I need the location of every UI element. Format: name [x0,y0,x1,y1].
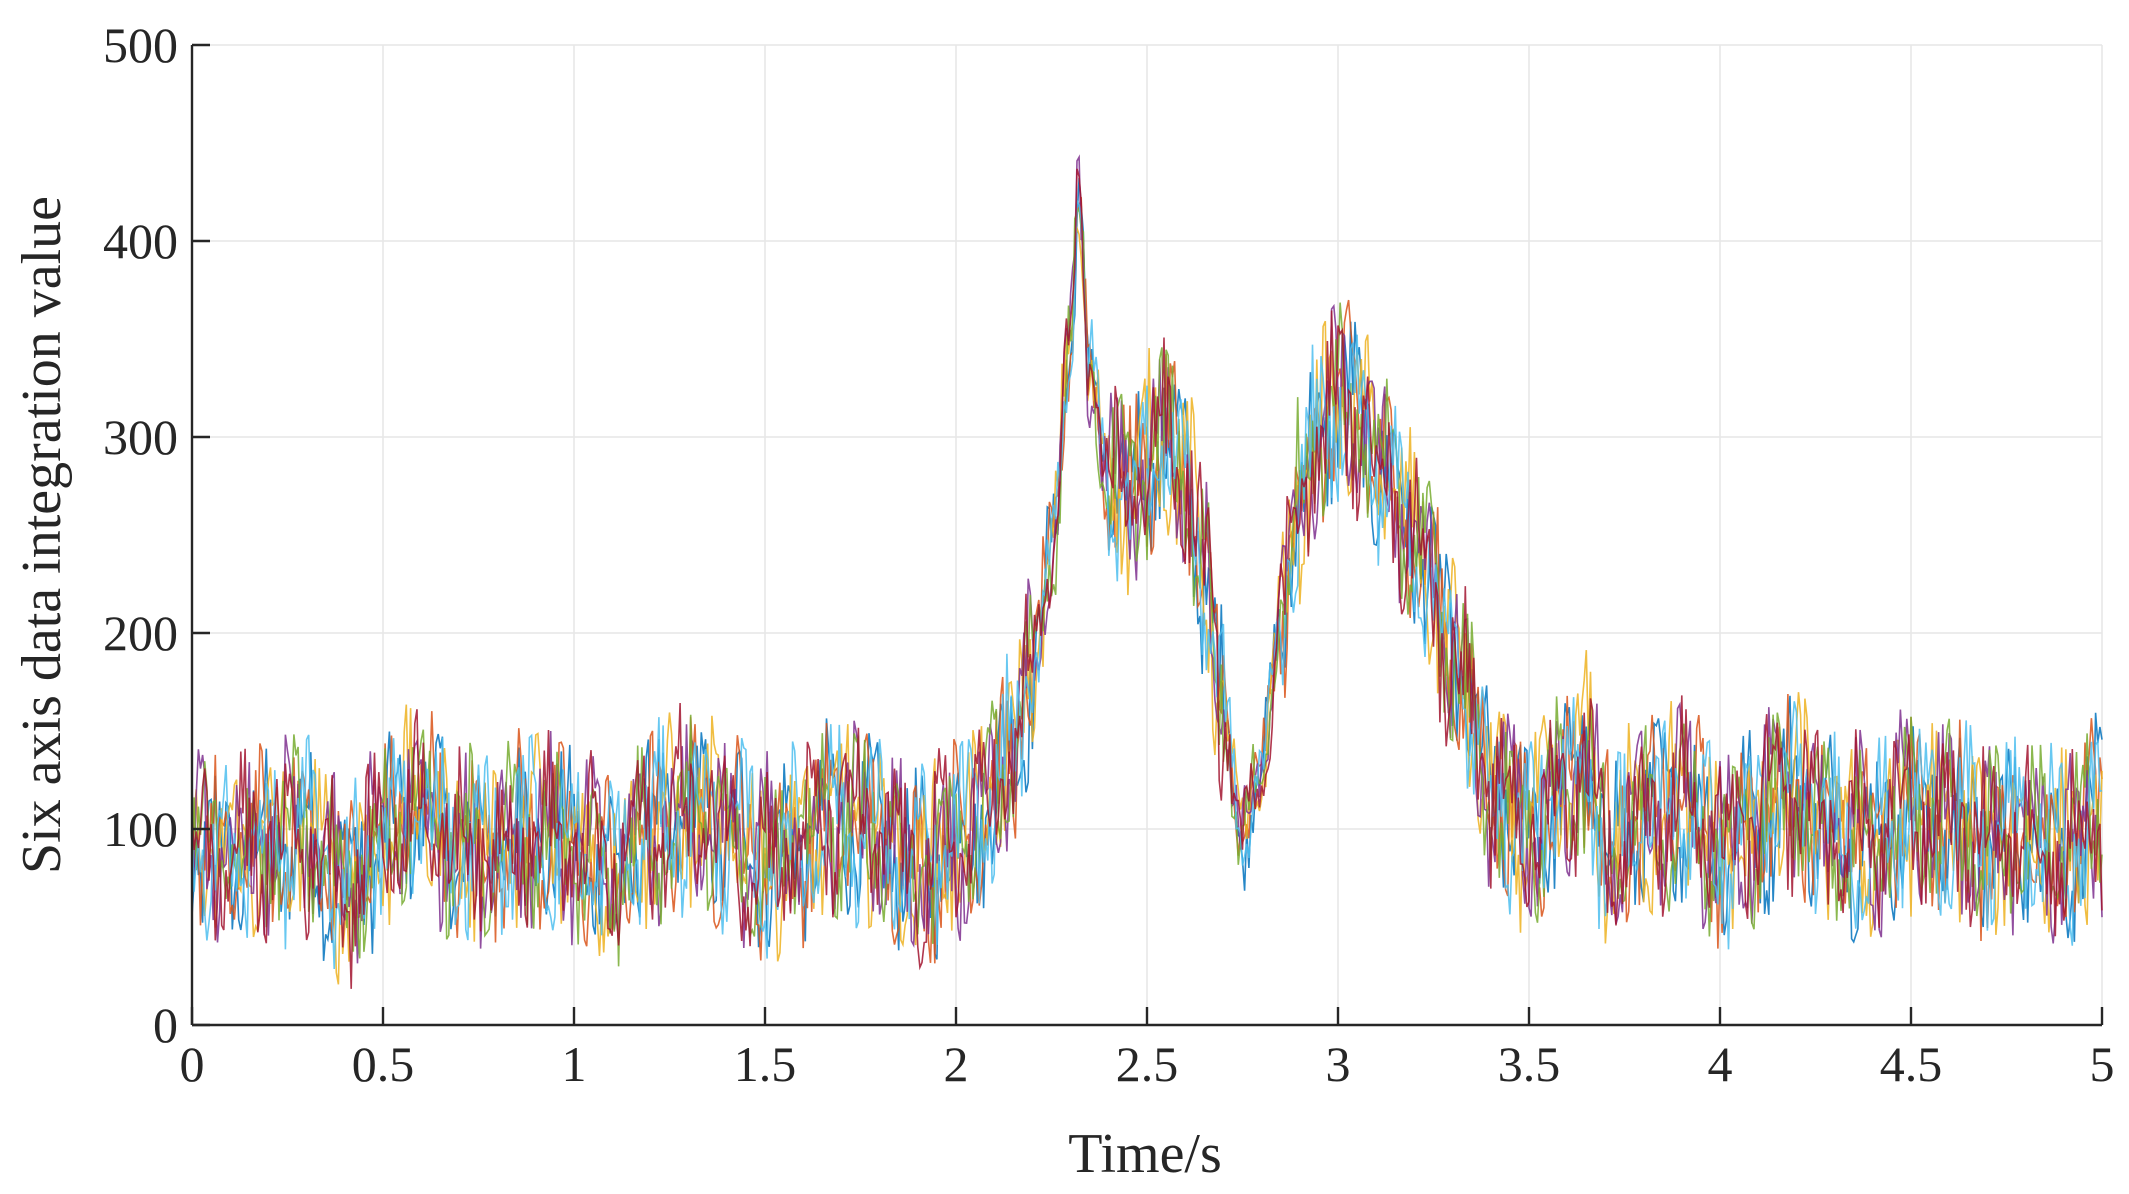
x-axis-label: Time/s [1068,1123,1222,1185]
y-axis-label: Six axis data integration value [11,196,73,874]
y-tick-label: 100 [103,801,178,857]
y-tick-label: 200 [103,605,178,661]
x-tick-label: 3.5 [1498,1036,1561,1092]
y-axis-ticks: 0 100 200 300 400 500 [103,17,210,1053]
x-tick-label: 2 [944,1036,969,1092]
x-tick-label: 0.5 [352,1036,415,1092]
y-tick-label: 300 [103,409,178,465]
x-tick-label: 5 [2090,1036,2115,1092]
x-tick-label: 1 [562,1036,587,1092]
series-line-5 [191,206,2103,967]
x-tick-label: 4.5 [1880,1036,1943,1092]
x-tick-label: 0 [180,1036,205,1092]
data-series [191,154,2103,989]
x-tick-label: 2.5 [1116,1036,1179,1092]
series-line-7 [191,168,2103,989]
x-tick-label: 1.5 [734,1036,797,1092]
y-tick-label: 0 [153,997,178,1053]
series-line-6 [191,197,2103,970]
y-tick-label: 400 [103,213,178,269]
x-tick-label: 3 [1326,1036,1351,1092]
x-axis-ticks: 0 0.5 1 1.5 2 2.5 3 3.5 4 4.5 5 [180,1007,2115,1092]
x-tick-label: 4 [1708,1036,1733,1092]
y-tick-label: 500 [103,17,178,73]
series-line-3 [191,225,2103,985]
